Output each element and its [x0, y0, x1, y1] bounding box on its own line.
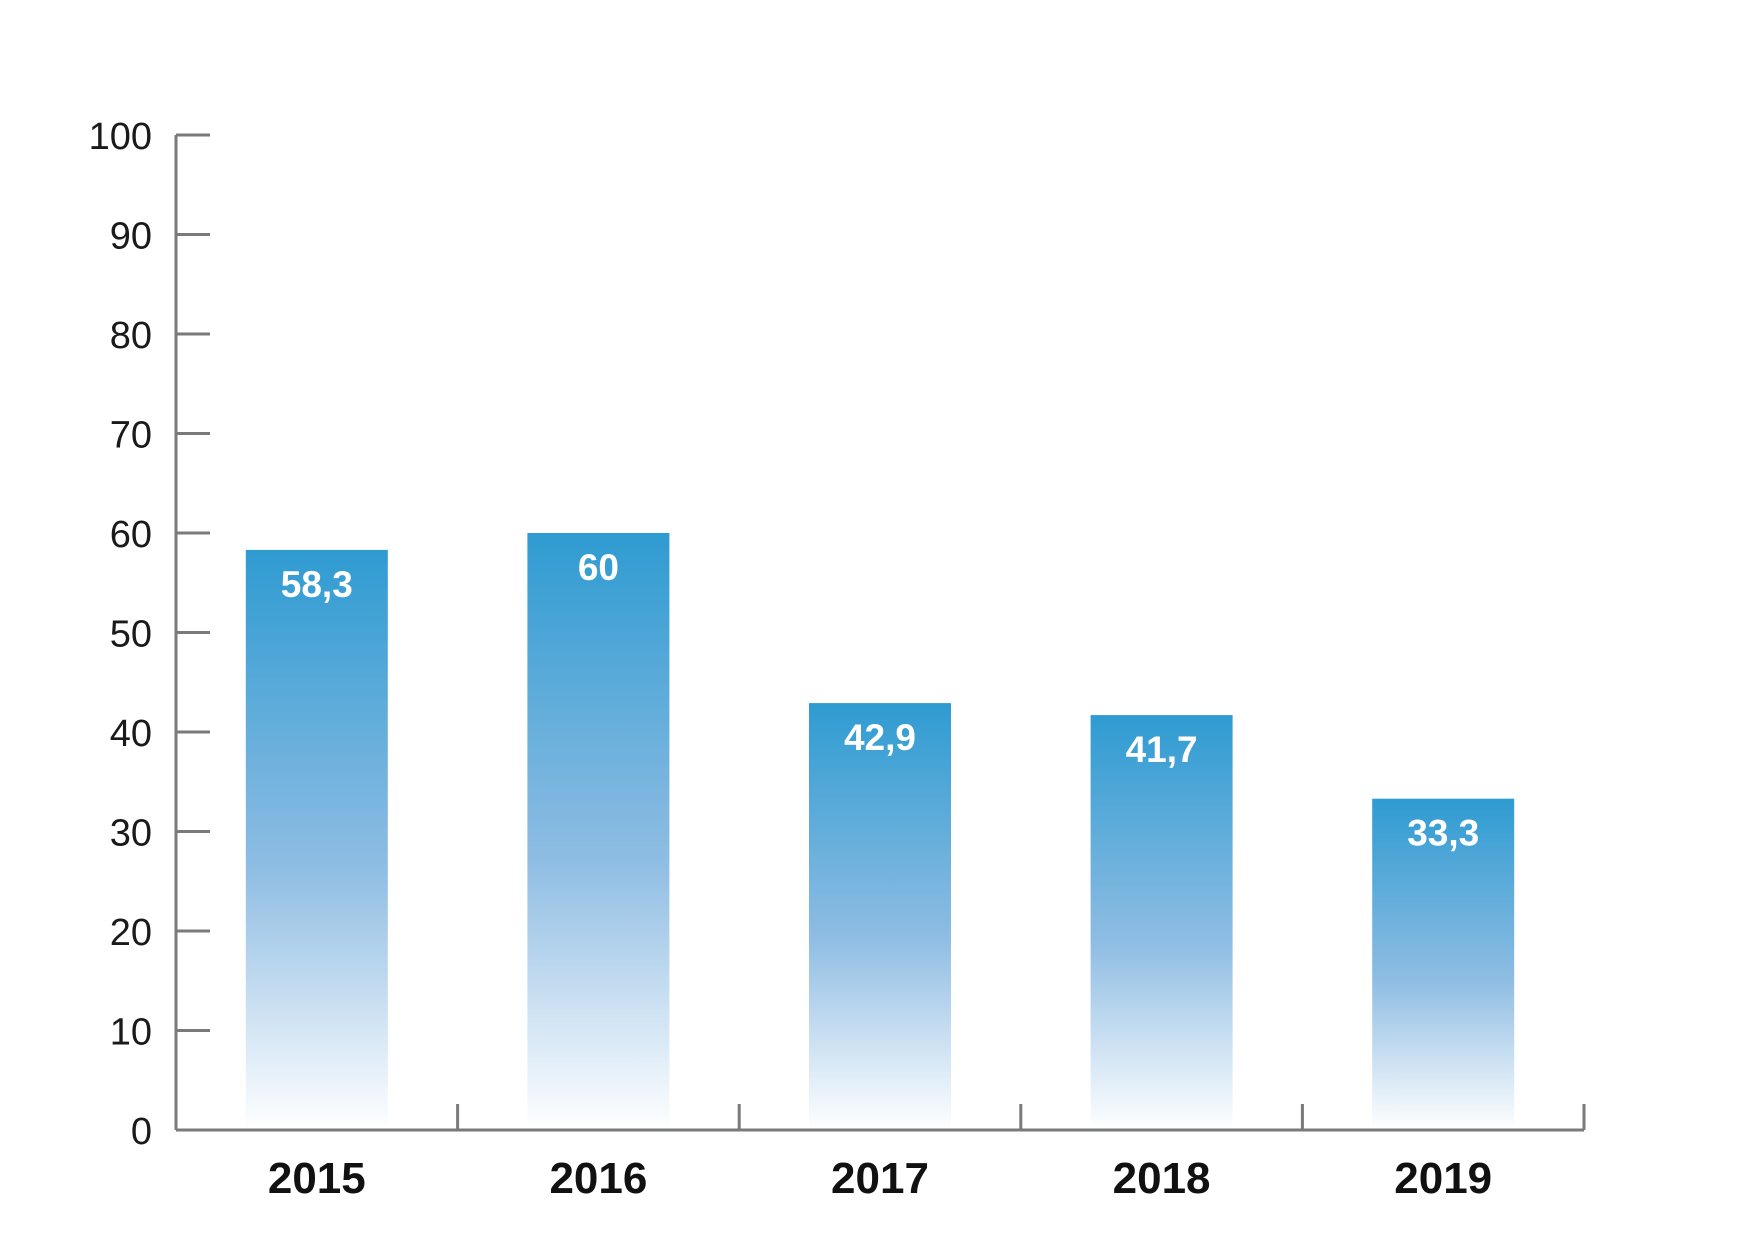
bar-2016: [527, 533, 670, 1130]
x-tick-label-2019: 2019: [1394, 1154, 1492, 1203]
y-tick-label-20: 20: [110, 912, 152, 954]
y-tick-label-80: 80: [110, 315, 152, 357]
x-tick-label-2015: 2015: [268, 1154, 366, 1203]
y-tick-label-100: 100: [89, 116, 152, 158]
data-label-2016: 60: [578, 547, 619, 588]
y-tick-label-50: 50: [110, 614, 152, 656]
y-tick-label-60: 60: [110, 514, 152, 556]
y-tick-label-30: 30: [110, 813, 152, 855]
labels-layer: 58,3 60 42,9 41,7 33,3 0 10 20 30 40 50 60 70 80 90 100…: [89, 116, 1493, 1203]
bar-2017: [809, 703, 951, 1130]
y-tick-label-70: 70: [110, 415, 152, 457]
bar-2015: [245, 549, 388, 1130]
bar-2018: [1090, 715, 1233, 1130]
data-label-2019: 33,3: [1407, 813, 1479, 854]
data-label-2018: 41,7: [1126, 729, 1198, 770]
x-tick-label-2018: 2018: [1113, 1154, 1211, 1203]
axes-layer: [174, 133, 1586, 1132]
y-tick-label-90: 90: [110, 216, 152, 258]
x-tick-label-2016: 2016: [549, 1154, 647, 1203]
bars-layer: [245, 533, 1515, 1130]
bar-2019: [1372, 798, 1515, 1130]
y-tick-label-10: 10: [110, 1012, 152, 1054]
y-tick-label-0: 0: [131, 1111, 152, 1153]
x-tick-label-2017: 2017: [831, 1154, 929, 1203]
data-label-2017: 42,9: [844, 717, 916, 758]
data-label-2015: 58,3: [281, 564, 353, 605]
y-tick-label-40: 40: [110, 713, 152, 755]
